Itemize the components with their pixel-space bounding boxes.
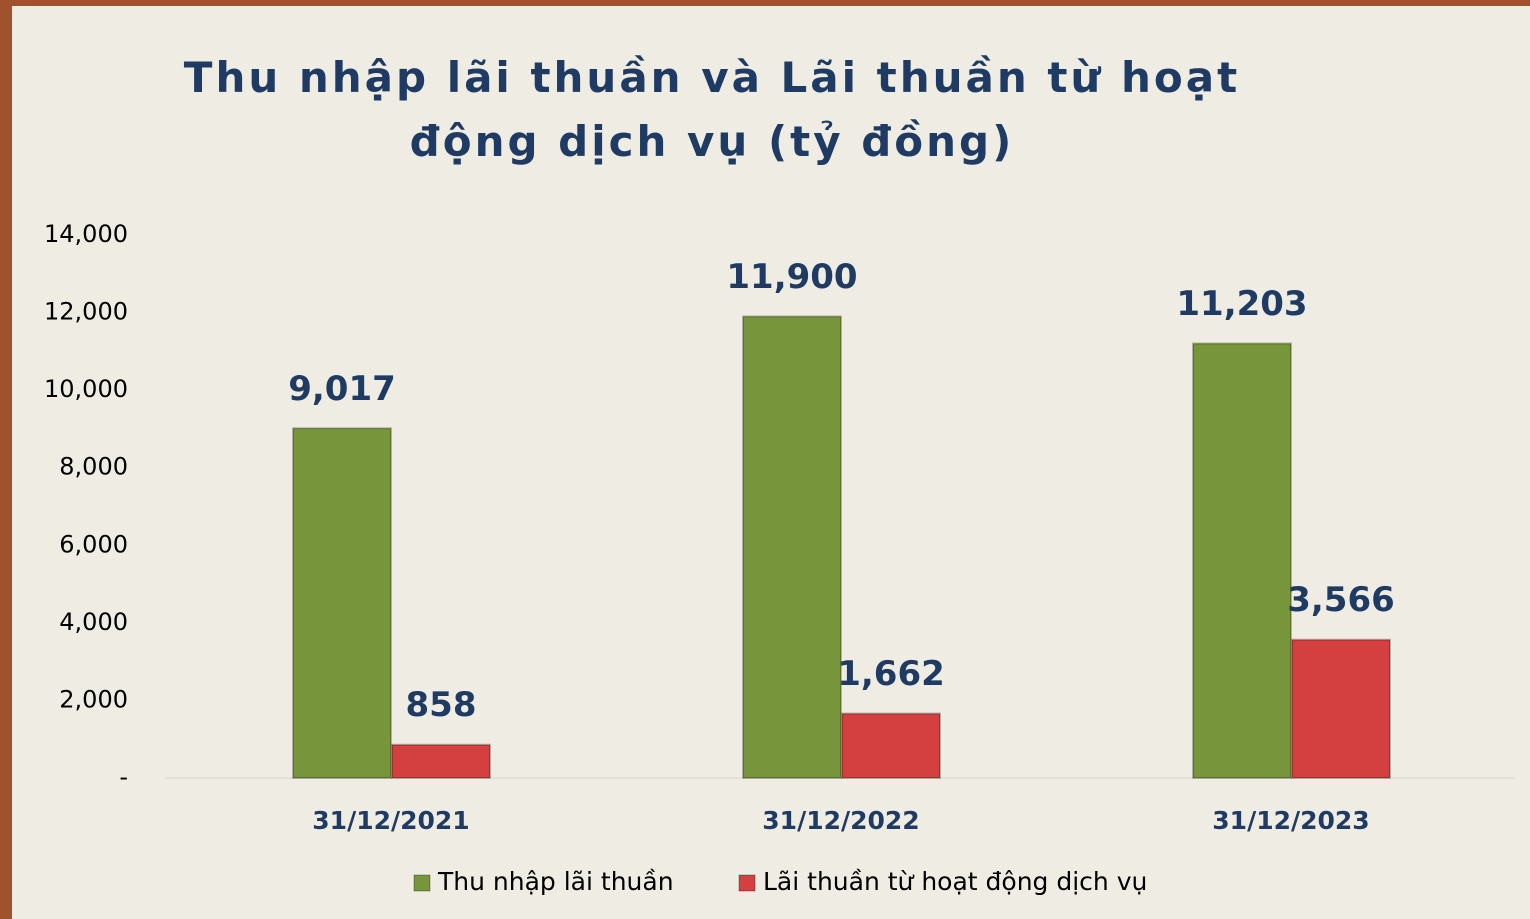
y-tick-label: 8,000 [59,453,128,481]
data-label: 9,017 [288,369,396,409]
data-label: 858 [406,685,477,725]
bar [1291,638,1391,779]
data-label: 1,662 [837,654,945,694]
x-tick-label: 31/12/2021 [312,806,469,835]
y-tick-label: 12,000 [44,298,128,326]
chart: - 2,000 4,000 6,000 8,000 10,000 12,000 14,000 3… [44,220,1515,896]
bar [742,315,842,779]
y-tick-label: 10,000 [44,375,128,403]
legend-swatch [738,874,756,892]
bar [292,427,392,779]
y-tick-label: 6,000 [59,530,128,558]
legend-swatch [413,874,431,892]
bar [1192,342,1292,779]
legend-label: Thu nhập lãi thuần [437,867,674,896]
x-tick-label: 31/12/2023 [1212,806,1369,835]
y-tick-label: 2,000 [59,685,128,713]
y-tick-label: 14,000 [44,220,128,248]
x-tick-label: 31/12/2022 [762,806,919,835]
data-label: 11,900 [726,257,857,297]
bar [841,712,941,780]
legend-label: Lãi thuần từ hoạt động dịch vụ [763,867,1147,896]
bar [391,743,491,780]
y-tick-label: 4,000 [59,608,128,636]
y-tick-label: - [119,763,128,791]
data-label: 3,566 [1287,580,1395,620]
chart-title: Thu nhập lãi thuần và Lãi thuần từ hoạt … [183,53,1241,166]
data-label: 11,203 [1176,284,1307,324]
